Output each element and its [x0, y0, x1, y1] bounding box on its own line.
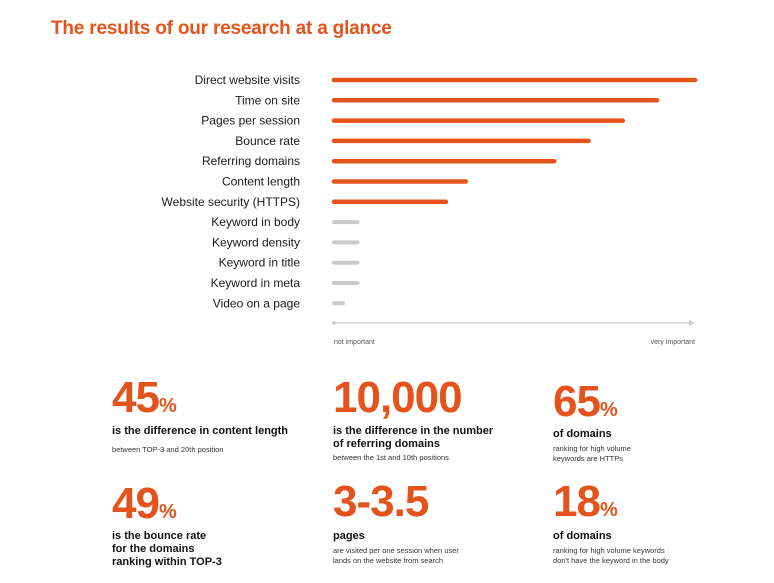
- category-label: Referring domains: [202, 154, 300, 168]
- axis-min-label: not important: [334, 339, 375, 346]
- stat-headline: is the difference in content length: [112, 425, 289, 437]
- stat-headline: is the bounce rate for the domains ranki…: [112, 530, 222, 568]
- stat-card: 3-3.5 pages are visited per one session …: [333, 480, 459, 566]
- axis-start-dot: [332, 321, 336, 325]
- stat-headline: is the difference in the number of refer…: [333, 425, 494, 450]
- stat-number: 3-3.5: [333, 477, 429, 526]
- stat-card: 10,000 is the difference in the number o…: [333, 376, 493, 463]
- stat-card: 49% is the bounce rate for the domains r…: [112, 482, 222, 569]
- stat-number: 65%: [553, 377, 618, 426]
- category-label: Time on site: [235, 93, 300, 107]
- stat-headline: of domains: [553, 428, 612, 440]
- stat-headline: pages: [333, 530, 365, 542]
- page-title: The results of our research at a glance: [51, 18, 392, 39]
- category-label: Bounce rate: [235, 134, 300, 148]
- category-label: Keyword in title: [219, 256, 301, 270]
- stat-card: 18% of domains ranking for high volume k…: [553, 480, 669, 566]
- stat-subtext: between the 1st and 10th positions: [333, 453, 449, 462]
- stat-number: 10,000: [333, 373, 463, 422]
- stat-subtext: are visited per one session when user la…: [333, 546, 459, 565]
- category-label: Content length: [222, 175, 300, 189]
- stat-headline: of domains: [553, 530, 612, 542]
- stat-card: 65% of domains ranking for high volume k…: [553, 380, 631, 464]
- stat-subtext: ranking for high volume keywords don't h…: [553, 546, 669, 565]
- axis-arrow-icon: [689, 320, 695, 326]
- stat-number: 45%: [112, 373, 177, 422]
- category-label: Pages per session: [201, 114, 300, 128]
- category-label: Website security (HTTPS): [162, 195, 300, 209]
- category-label: Keyword density: [212, 235, 300, 249]
- stat-number: 18%: [553, 477, 618, 526]
- category-label: Direct website visits: [195, 73, 300, 87]
- category-label: Keyword in body: [211, 215, 300, 229]
- stat-subtext: between TOP-3 and 20th position: [112, 445, 224, 454]
- axis-max-label: very important: [651, 339, 695, 346]
- stat-card: 45% is the difference in content length …: [112, 376, 288, 455]
- category-label: Keyword in meta: [211, 276, 301, 290]
- stat-subtext: ranking for high volume keywords are HTT…: [553, 444, 631, 463]
- stat-number: 49%: [112, 479, 177, 528]
- importance-bar-chart: Direct website visits Time on site Pages p…: [162, 73, 698, 346]
- category-label: Video on a page: [213, 296, 301, 310]
